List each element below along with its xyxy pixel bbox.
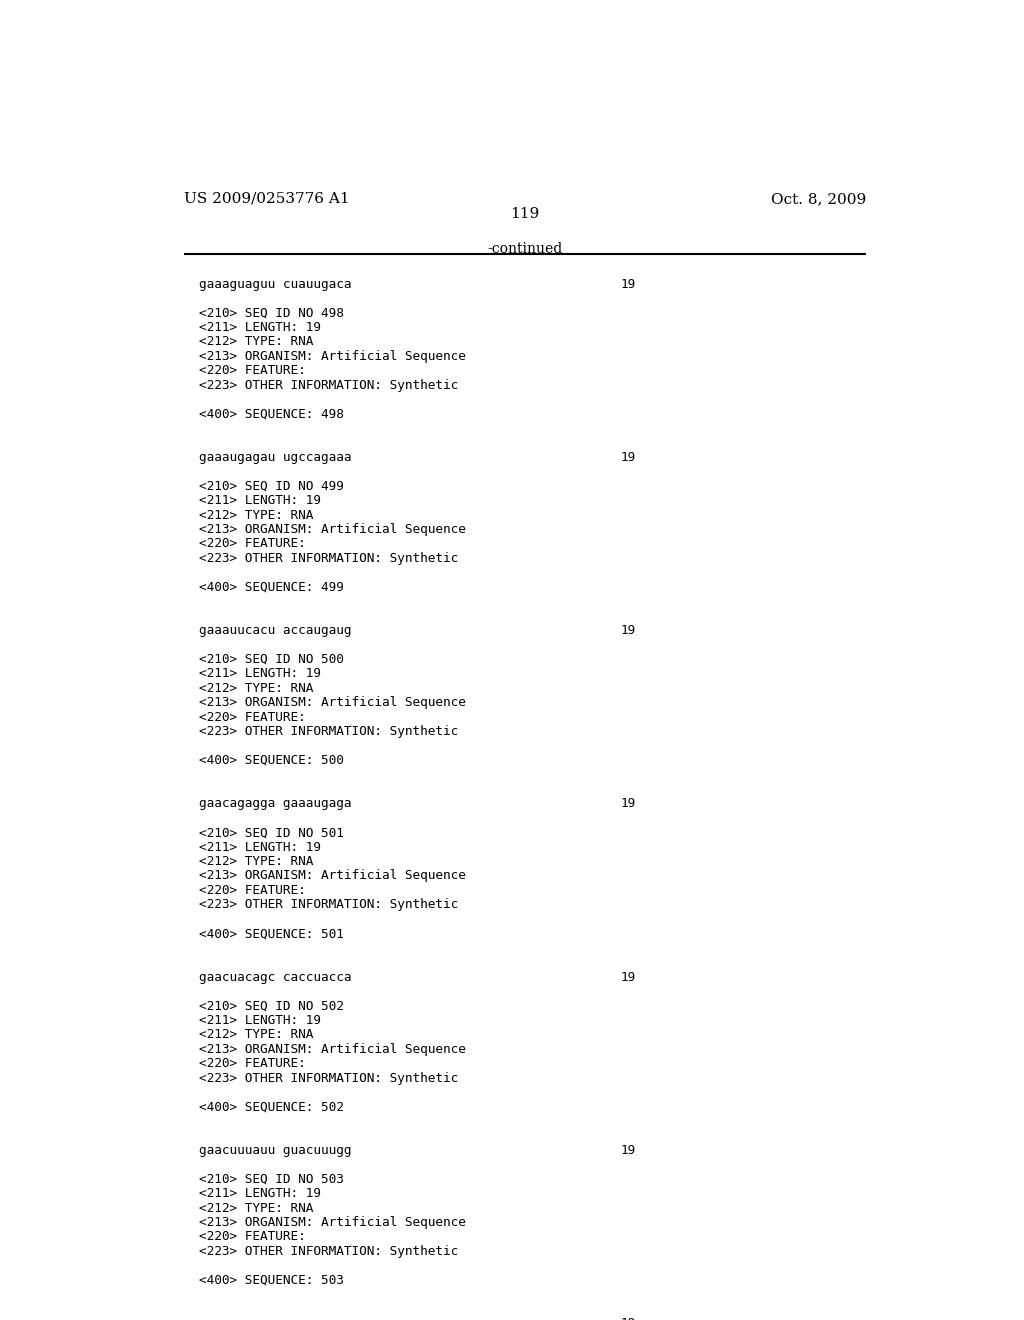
Text: <211> LENGTH: 19: <211> LENGTH: 19 (200, 494, 322, 507)
Text: gaagcagugu cguugcaua: gaagcagugu cguugcaua (200, 1317, 352, 1320)
Text: -continued: -continued (487, 242, 562, 256)
Text: <220> FEATURE:: <220> FEATURE: (200, 537, 306, 550)
Text: <220> FEATURE:: <220> FEATURE: (200, 1057, 306, 1071)
Text: <223> OTHER INFORMATION: Synthetic: <223> OTHER INFORMATION: Synthetic (200, 1245, 459, 1258)
Text: 19: 19 (620, 1143, 635, 1156)
Text: gaacuacagc caccuacca: gaacuacagc caccuacca (200, 970, 352, 983)
Text: 19: 19 (620, 1317, 635, 1320)
Text: <220> FEATURE:: <220> FEATURE: (200, 364, 306, 378)
Text: 19: 19 (620, 450, 635, 463)
Text: <212> TYPE: RNA: <212> TYPE: RNA (200, 681, 313, 694)
Text: <213> ORGANISM: Artificial Sequence: <213> ORGANISM: Artificial Sequence (200, 870, 466, 883)
Text: <223> OTHER INFORMATION: Synthetic: <223> OTHER INFORMATION: Synthetic (200, 725, 459, 738)
Text: <211> LENGTH: 19: <211> LENGTH: 19 (200, 1187, 322, 1200)
Text: <212> TYPE: RNA: <212> TYPE: RNA (200, 1201, 313, 1214)
Text: 19: 19 (620, 970, 635, 983)
Text: <212> TYPE: RNA: <212> TYPE: RNA (200, 1028, 313, 1041)
Text: <223> OTHER INFORMATION: Synthetic: <223> OTHER INFORMATION: Synthetic (200, 1072, 459, 1085)
Text: <400> SEQUENCE: 502: <400> SEQUENCE: 502 (200, 1101, 344, 1114)
Text: gaaaugagau ugccagaaa: gaaaugagau ugccagaaa (200, 450, 352, 463)
Text: Oct. 8, 2009: Oct. 8, 2009 (771, 191, 866, 206)
Text: gaacagagga gaaaugaga: gaacagagga gaaaugaga (200, 797, 352, 810)
Text: <210> SEQ ID NO 498: <210> SEQ ID NO 498 (200, 306, 344, 319)
Text: <220> FEATURE:: <220> FEATURE: (200, 1230, 306, 1243)
Text: <400> SEQUENCE: 500: <400> SEQUENCE: 500 (200, 754, 344, 767)
Text: <213> ORGANISM: Artificial Sequence: <213> ORGANISM: Artificial Sequence (200, 350, 466, 363)
Text: <210> SEQ ID NO 502: <210> SEQ ID NO 502 (200, 999, 344, 1012)
Text: <220> FEATURE:: <220> FEATURE: (200, 710, 306, 723)
Text: <211> LENGTH: 19: <211> LENGTH: 19 (200, 321, 322, 334)
Text: gaaauucacu accaugaug: gaaauucacu accaugaug (200, 624, 352, 638)
Text: gaaaguaguu cuauugaca: gaaaguaguu cuauugaca (200, 277, 352, 290)
Text: <223> OTHER INFORMATION: Synthetic: <223> OTHER INFORMATION: Synthetic (200, 552, 459, 565)
Text: 19: 19 (620, 797, 635, 810)
Text: 119: 119 (510, 207, 540, 222)
Text: <213> ORGANISM: Artificial Sequence: <213> ORGANISM: Artificial Sequence (200, 1216, 466, 1229)
Text: <210> SEQ ID NO 500: <210> SEQ ID NO 500 (200, 653, 344, 665)
Text: gaacuuuauu guacuuugg: gaacuuuauu guacuuugg (200, 1143, 352, 1156)
Text: <213> ORGANISM: Artificial Sequence: <213> ORGANISM: Artificial Sequence (200, 696, 466, 709)
Text: <400> SEQUENCE: 501: <400> SEQUENCE: 501 (200, 927, 344, 940)
Text: <211> LENGTH: 19: <211> LENGTH: 19 (200, 841, 322, 854)
Text: <210> SEQ ID NO 499: <210> SEQ ID NO 499 (200, 479, 344, 492)
Text: <212> TYPE: RNA: <212> TYPE: RNA (200, 508, 313, 521)
Text: <213> ORGANISM: Artificial Sequence: <213> ORGANISM: Artificial Sequence (200, 523, 466, 536)
Text: <212> TYPE: RNA: <212> TYPE: RNA (200, 855, 313, 869)
Text: <211> LENGTH: 19: <211> LENGTH: 19 (200, 668, 322, 680)
Text: <223> OTHER INFORMATION: Synthetic: <223> OTHER INFORMATION: Synthetic (200, 379, 459, 392)
Text: <400> SEQUENCE: 503: <400> SEQUENCE: 503 (200, 1274, 344, 1287)
Text: <211> LENGTH: 19: <211> LENGTH: 19 (200, 1014, 322, 1027)
Text: 19: 19 (620, 624, 635, 638)
Text: <210> SEQ ID NO 501: <210> SEQ ID NO 501 (200, 826, 344, 840)
Text: <400> SEQUENCE: 499: <400> SEQUENCE: 499 (200, 581, 344, 594)
Text: US 2009/0253776 A1: US 2009/0253776 A1 (183, 191, 349, 206)
Text: <400> SEQUENCE: 498: <400> SEQUENCE: 498 (200, 408, 344, 421)
Text: <213> ORGANISM: Artificial Sequence: <213> ORGANISM: Artificial Sequence (200, 1043, 466, 1056)
Text: <223> OTHER INFORMATION: Synthetic: <223> OTHER INFORMATION: Synthetic (200, 899, 459, 911)
Text: <210> SEQ ID NO 503: <210> SEQ ID NO 503 (200, 1172, 344, 1185)
Text: <220> FEATURE:: <220> FEATURE: (200, 884, 306, 896)
Text: <212> TYPE: RNA: <212> TYPE: RNA (200, 335, 313, 348)
Text: 19: 19 (620, 277, 635, 290)
